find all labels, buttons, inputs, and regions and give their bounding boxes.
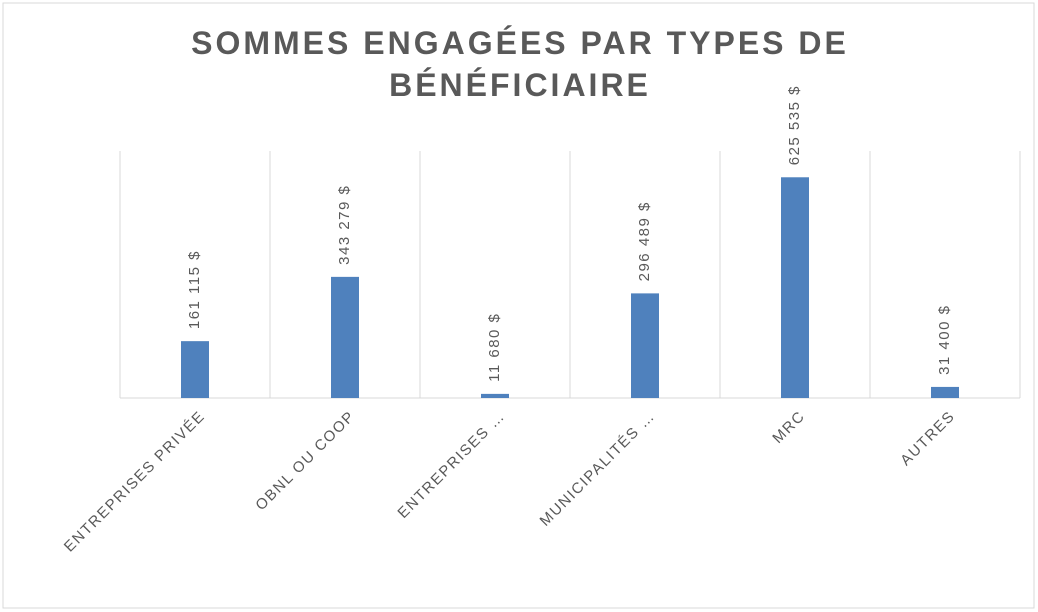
bar (481, 393, 509, 398)
data-label: 31 400 $ (936, 305, 953, 375)
bar (931, 386, 959, 398)
data-label: 161 115 $ (186, 250, 203, 329)
x-tick-label: OBNL OU COOP (252, 408, 358, 514)
bar (181, 341, 209, 398)
x-tick-label: MUNICIPALITÉS … (537, 408, 659, 530)
bar (781, 177, 809, 398)
bar (331, 276, 359, 398)
x-tick-label: AUTRES (897, 408, 958, 469)
chart-title: SOMMES ENGAGÉES PAR TYPES DE BÉNÉFICIAIR… (191, 25, 849, 103)
x-tick-label: ENTREPRISES PRIVÉE (61, 408, 209, 556)
bar (631, 293, 659, 398)
data-label: 343 279 $ (336, 185, 353, 265)
x-tick-label: MRC (769, 408, 808, 447)
data-label: 296 489 $ (636, 201, 653, 281)
data-label: 625 535 $ (786, 85, 803, 165)
data-label: 11 680 $ (486, 313, 503, 382)
x-tick-label: ENTREPRISES … (394, 408, 508, 522)
